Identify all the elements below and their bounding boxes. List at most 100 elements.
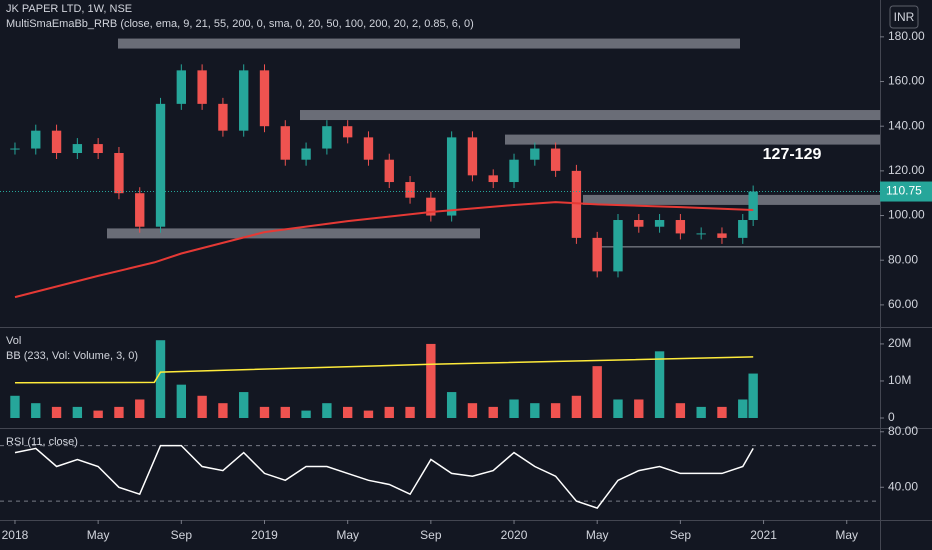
volume-bar	[675, 403, 686, 418]
x-tick-label: May	[87, 528, 110, 542]
candle	[342, 126, 353, 138]
bb-label: BB (233, Vol: Volume, 3, 0)	[6, 350, 138, 362]
candle	[301, 148, 311, 160]
candle	[654, 220, 665, 227]
candle	[239, 70, 249, 131]
level-band	[107, 228, 480, 239]
x-tick-label: May	[586, 528, 609, 542]
volume-bar	[342, 406, 353, 418]
candle	[405, 182, 415, 198]
y-tick-label: 100.00	[888, 208, 925, 222]
candle	[72, 144, 83, 154]
volume-bar	[301, 410, 311, 418]
candle	[363, 137, 374, 160]
volume-bar	[467, 403, 478, 418]
last-price-box	[880, 181, 932, 202]
candle	[155, 103, 166, 227]
candle	[446, 137, 457, 216]
candle	[218, 103, 228, 131]
candle	[280, 126, 290, 160]
x-tick-label: 2020	[501, 528, 528, 542]
candle	[93, 144, 103, 154]
last-price-label: 110.75	[886, 184, 922, 198]
candle	[675, 220, 686, 234]
chart-title: JK PAPER LTD, 1W, NSE	[6, 3, 132, 15]
volume-bar	[218, 403, 228, 418]
volume-bar	[197, 395, 207, 418]
volume-bar	[239, 392, 249, 418]
volume-bar	[31, 403, 41, 418]
level-band	[118, 38, 740, 49]
candle	[592, 237, 602, 272]
volume-bar	[738, 399, 748, 418]
annotation: 127-129	[763, 146, 822, 163]
candle	[176, 70, 187, 104]
volume-bar	[93, 410, 103, 418]
y-tick-label: 60.00	[888, 297, 918, 311]
volume-bar	[509, 399, 519, 418]
volume-bar	[176, 384, 187, 418]
volume-bar	[259, 406, 270, 418]
volume-bar	[717, 406, 727, 418]
volume-bar	[384, 406, 394, 418]
candle	[10, 148, 20, 150]
volume-bar	[363, 410, 374, 418]
candle	[322, 126, 332, 149]
y-tick-label: 20M	[888, 336, 911, 350]
x-tick-label: May	[835, 528, 858, 542]
x-tick-label: 2018	[2, 528, 29, 542]
rsi-label: RSI (11, close)	[6, 436, 78, 448]
rsi-line	[14, 444, 754, 509]
volume-bar	[613, 399, 623, 418]
volume-bar	[571, 395, 582, 418]
candle	[31, 130, 41, 149]
y-tick-label: 160.00	[888, 74, 925, 88]
level-band	[505, 134, 880, 145]
volume-bar	[696, 406, 706, 418]
currency[interactable]: INR	[894, 10, 915, 24]
volume-bar	[114, 406, 124, 418]
x-tick-label: 2019	[251, 528, 278, 542]
volume-bar	[592, 366, 602, 418]
level-band	[300, 110, 880, 121]
volume-bar	[634, 399, 644, 418]
level-band	[583, 194, 880, 205]
currency-box[interactable]	[889, 5, 919, 29]
candle	[509, 159, 519, 183]
volume-bar	[405, 406, 415, 418]
x-tick-label: Sep	[420, 528, 442, 542]
volume-bar	[446, 392, 457, 418]
candle	[488, 175, 498, 183]
candle	[634, 220, 644, 227]
volume-bar	[10, 395, 20, 418]
y-tick-label: 120.00	[888, 163, 925, 177]
candle	[738, 220, 748, 238]
candle	[696, 233, 706, 235]
y-tick-label: 140.00	[888, 118, 925, 132]
x-tick-label: 2021	[750, 528, 777, 542]
volume-bar	[51, 406, 62, 418]
candle	[384, 159, 394, 183]
candle	[426, 197, 436, 216]
volume-bar	[72, 406, 83, 418]
y-tick-label: 40.00	[888, 479, 918, 493]
volume-bar	[530, 403, 540, 418]
volume-bar	[280, 406, 290, 418]
y-tick-label: 10M	[888, 373, 911, 387]
candle	[135, 193, 145, 227]
volume-bar	[322, 403, 332, 418]
volume-bar	[488, 406, 498, 418]
indicator-label: MultiSmaEmaBb_RRB (close, ema, 9, 21, 55…	[6, 18, 474, 30]
candle	[197, 70, 207, 104]
candle	[51, 130, 62, 154]
candle	[748, 191, 758, 221]
y-tick-label: 0	[888, 410, 895, 424]
volume-bar	[748, 373, 758, 418]
candle	[571, 170, 582, 238]
x-tick-label: May	[336, 528, 359, 542]
ema-line	[14, 201, 754, 299]
volume-bar	[654, 351, 665, 418]
volume-bar	[426, 343, 436, 418]
